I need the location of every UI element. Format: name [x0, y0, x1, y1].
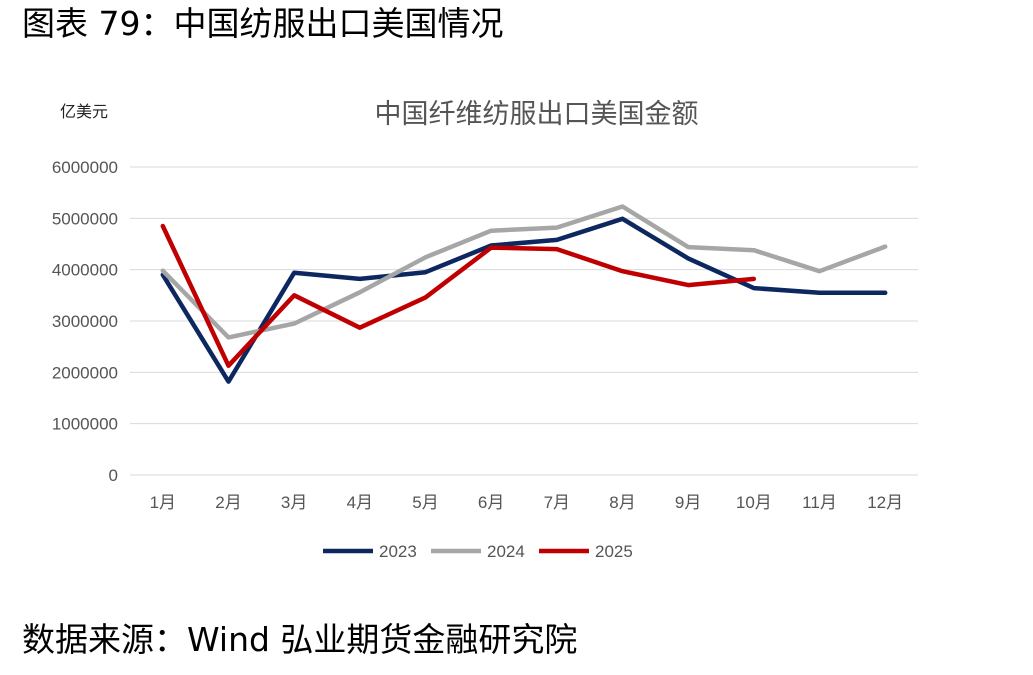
x-tick-label: 3月 — [281, 493, 307, 512]
y-tick-label: 0 — [109, 466, 118, 485]
legend-label-2023: 2023 — [379, 542, 417, 561]
line-chart: 0 1000000 2000000 3000000 4000000 5000000 6000… — [52, 158, 918, 561]
legend-label-2025: 2025 — [595, 542, 633, 561]
series-line-2023 — [160, 216, 888, 384]
y-tick-label: 3000000 — [52, 312, 118, 331]
legend-label-2024: 2024 — [487, 542, 525, 561]
y-tick-label: 6000000 — [52, 158, 118, 177]
y-tick-label: 5000000 — [52, 209, 118, 228]
x-tick-label: 12月 — [867, 493, 903, 512]
x-tick-label: 7月 — [544, 493, 570, 512]
x-tick-label: 9月 — [675, 493, 701, 512]
x-tick-label: 4月 — [347, 493, 373, 512]
series-line-2025 — [160, 223, 757, 368]
series-line-2024 — [160, 204, 888, 340]
figure-title: 图表 79：中国纺服出口美国情况 — [22, 4, 504, 43]
x-axis-ticks: 1月 2月 3月 4月 5月 6月 7月 8月 9月 10月 11月 12月 — [150, 493, 904, 512]
y-tick-label: 4000000 — [52, 261, 118, 280]
x-tick-label: 6月 — [478, 493, 504, 512]
y-axis-ticks: 0 1000000 2000000 3000000 4000000 5000000 6000… — [52, 158, 118, 485]
x-tick-label: 1月 — [150, 493, 176, 512]
x-tick-label: 10月 — [736, 493, 772, 512]
legend: 2023 2024 2025 — [323, 542, 633, 561]
x-tick-label: 8月 — [609, 493, 635, 512]
series-lines — [160, 204, 888, 384]
x-tick-label: 5月 — [412, 493, 438, 512]
gridlines — [130, 166, 918, 476]
y-axis-unit-label: 亿美元 — [60, 102, 109, 121]
y-tick-label: 2000000 — [52, 363, 118, 382]
source-note: 数据来源：Wind 弘业期货金融研究院 — [22, 620, 578, 659]
y-tick-label: 1000000 — [52, 415, 118, 434]
chart-title: 中国纤维纺服出口美国金额 — [374, 99, 699, 130]
x-tick-label: 2月 — [215, 493, 241, 512]
x-tick-label: 11月 — [802, 493, 837, 512]
